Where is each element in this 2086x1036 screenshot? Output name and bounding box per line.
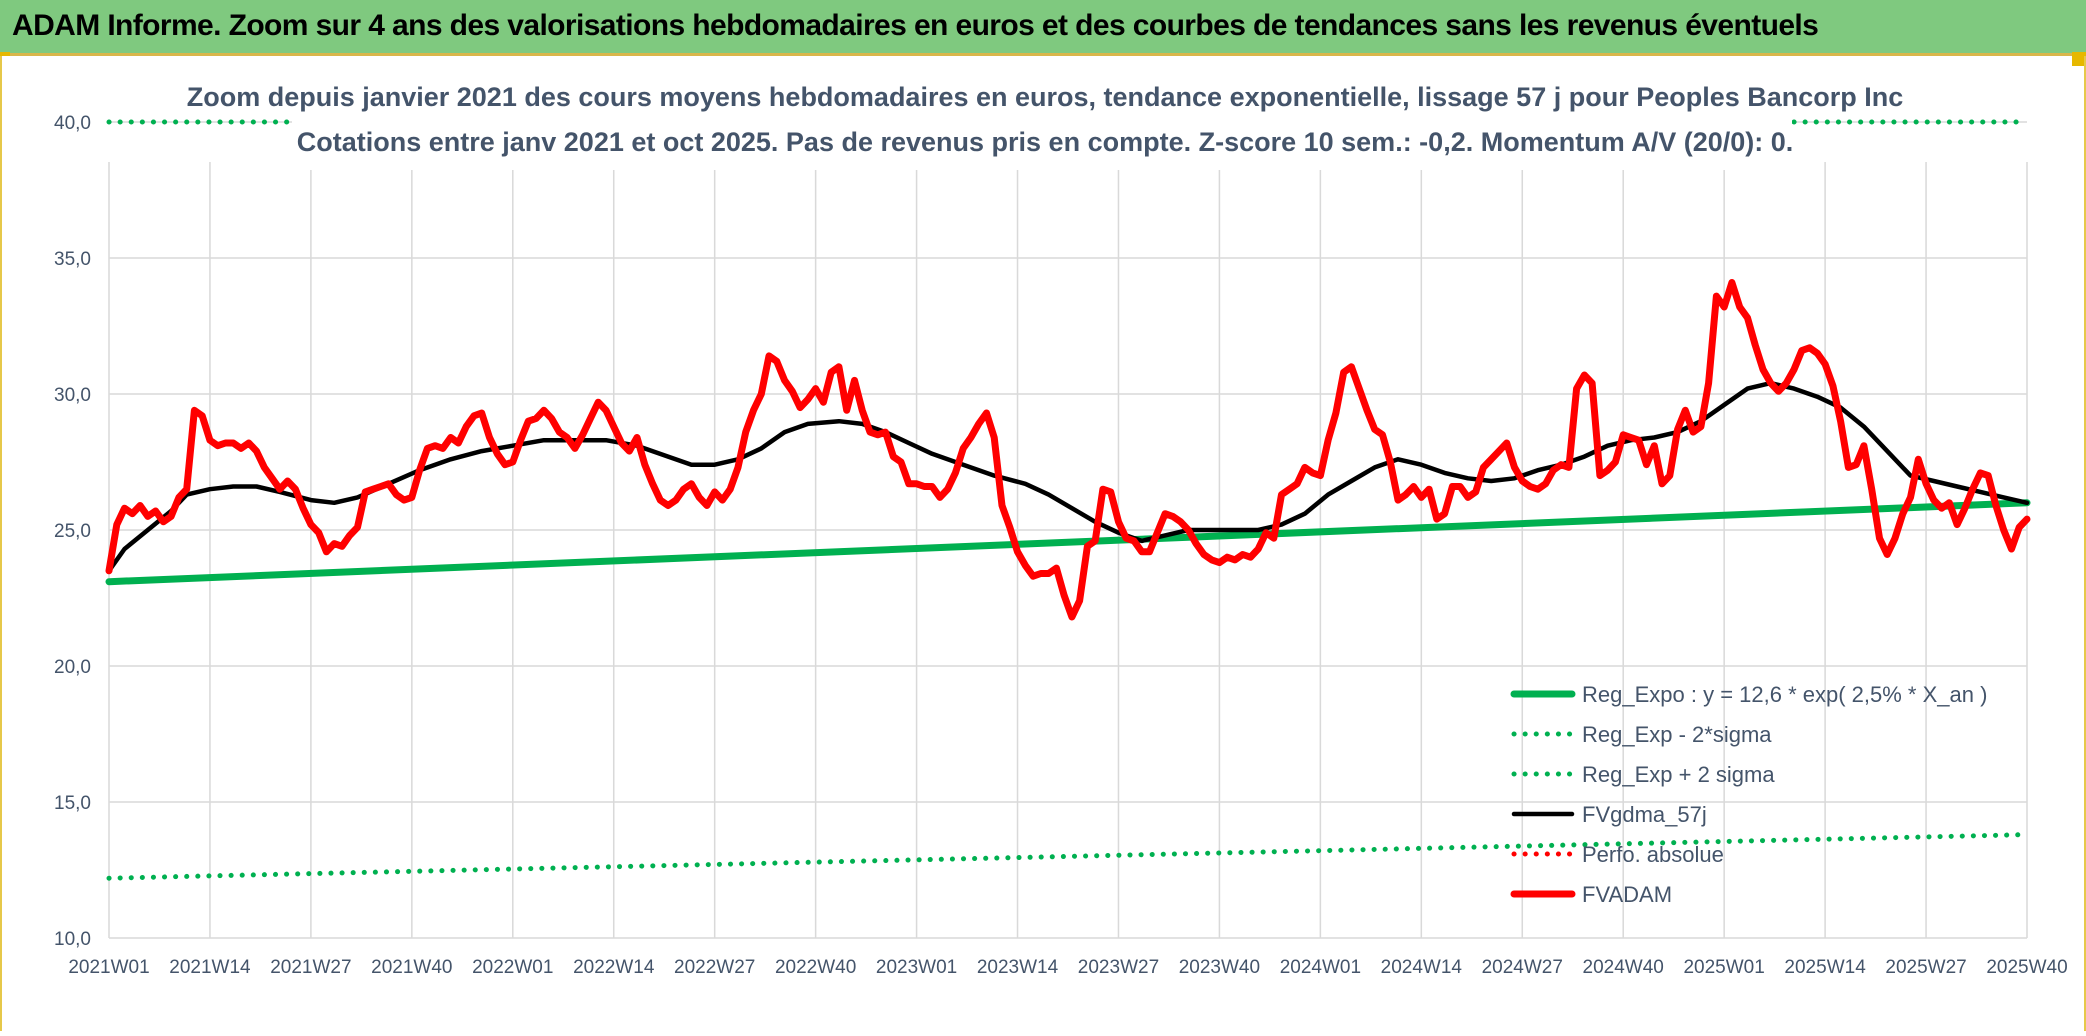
legend-item-reg-exp-minus: Reg_Exp - 2*sigma bbox=[1511, 722, 1772, 747]
report-title: ADAM Informe. Zoom sur 4 ans des valoris… bbox=[12, 9, 1819, 42]
legend-label: Reg_Exp - 2*sigma bbox=[1582, 722, 1772, 747]
y-tick-label: 25,0 bbox=[54, 521, 91, 542]
chart-title-block: Zoom depuis janvier 2021 des cours moyen… bbox=[187, 70, 1904, 170]
legend-item-reg-expo: Reg_Expo : y = 12,6 * exp( 2,5% * X_an ) bbox=[1510, 682, 1987, 707]
x-tick-label: 2025W01 bbox=[1683, 957, 1764, 978]
title-background bbox=[292, 70, 1792, 170]
y-tick-label: 40,0 bbox=[54, 113, 91, 134]
x-tick-label: 2022W27 bbox=[674, 957, 755, 978]
x-tick-label: 2022W14 bbox=[573, 957, 655, 978]
x-tick-label: 2022W40 bbox=[775, 957, 856, 978]
frame-corner-left bbox=[0, 52, 10, 56]
x-tick-label: 2021W01 bbox=[68, 957, 149, 978]
x-tick-label: 2024W14 bbox=[1381, 957, 1463, 978]
x-tick-label: 2022W01 bbox=[472, 957, 553, 978]
x-tick-label: 2023W40 bbox=[1179, 957, 1260, 978]
frame-corner-right bbox=[2072, 52, 2086, 66]
chart-subtitle: Cotations entre janv 2021 et oct 2025. P… bbox=[297, 127, 1794, 157]
fvadam-line bbox=[105, 279, 2031, 621]
x-tick-label: 2021W14 bbox=[169, 957, 251, 978]
y-tick-label: 30,0 bbox=[54, 385, 91, 406]
legend-item-fvgdma: FVgdma_57j bbox=[1511, 802, 1707, 827]
legend-item-perfo: Perfo. absolue bbox=[1511, 842, 1724, 867]
x-tick-label: 2024W27 bbox=[1482, 957, 1563, 978]
legend-label: Reg_Expo : y = 12,6 * exp( 2,5% * X_an ) bbox=[1582, 682, 1987, 707]
x-tick-label: 2021W40 bbox=[371, 957, 452, 978]
reg-expo-line bbox=[105, 499, 2031, 586]
legend-label: FVgdma_57j bbox=[1582, 802, 1707, 827]
y-tick-label: 35,0 bbox=[54, 249, 91, 270]
grid-lines bbox=[108, 121, 2028, 939]
chart-area: Zoom depuis janvier 2021 des cours moyen… bbox=[0, 56, 2086, 1031]
x-tick-label: 2025W40 bbox=[1986, 957, 2067, 978]
legend-label: Reg_Exp + 2 sigma bbox=[1582, 762, 1775, 787]
x-tick-label: 2024W40 bbox=[1583, 957, 1664, 978]
x-tick-label: 2024W01 bbox=[1280, 957, 1361, 978]
y-tick-label: 15,0 bbox=[54, 793, 91, 814]
chart-legend: Reg_Expo : y = 12,6 * exp( 2,5% * X_an )… bbox=[1510, 682, 1987, 907]
x-tick-label: 2021W27 bbox=[270, 957, 351, 978]
x-tick-label: 2023W01 bbox=[876, 957, 957, 978]
chart-title: Zoom depuis janvier 2021 des cours moyen… bbox=[187, 82, 1904, 112]
line-chart: Zoom depuis janvier 2021 des cours moyen… bbox=[54, 70, 2068, 978]
legend-label: Perfo. absolue bbox=[1582, 842, 1724, 867]
legend-item-fvadam: FVADAM bbox=[1510, 882, 1672, 907]
y-tick-label: 10,0 bbox=[54, 929, 91, 950]
x-tick-label: 2023W27 bbox=[1078, 957, 1159, 978]
x-tick-label: 2025W14 bbox=[1784, 957, 1866, 978]
legend-label: FVADAM bbox=[1582, 882, 1672, 907]
x-tick-label: 2023W14 bbox=[977, 957, 1059, 978]
report-banner: ADAM Informe. Zoom sur 4 ans des valoris… bbox=[0, 0, 2086, 56]
legend-item-reg-exp-plus: Reg_Exp + 2 sigma bbox=[1511, 762, 1775, 787]
series-layer bbox=[105, 119, 2031, 881]
y-tick-label: 20,0 bbox=[54, 657, 91, 678]
reg-exp-minus-2sigma-line bbox=[106, 832, 2030, 881]
x-tick-label: 2025W27 bbox=[1885, 957, 1966, 978]
axis-labels: 10,0 15,0 20,0 25,0 30,0 35,0 40,0 2021W01 2021W… bbox=[54, 113, 2068, 978]
